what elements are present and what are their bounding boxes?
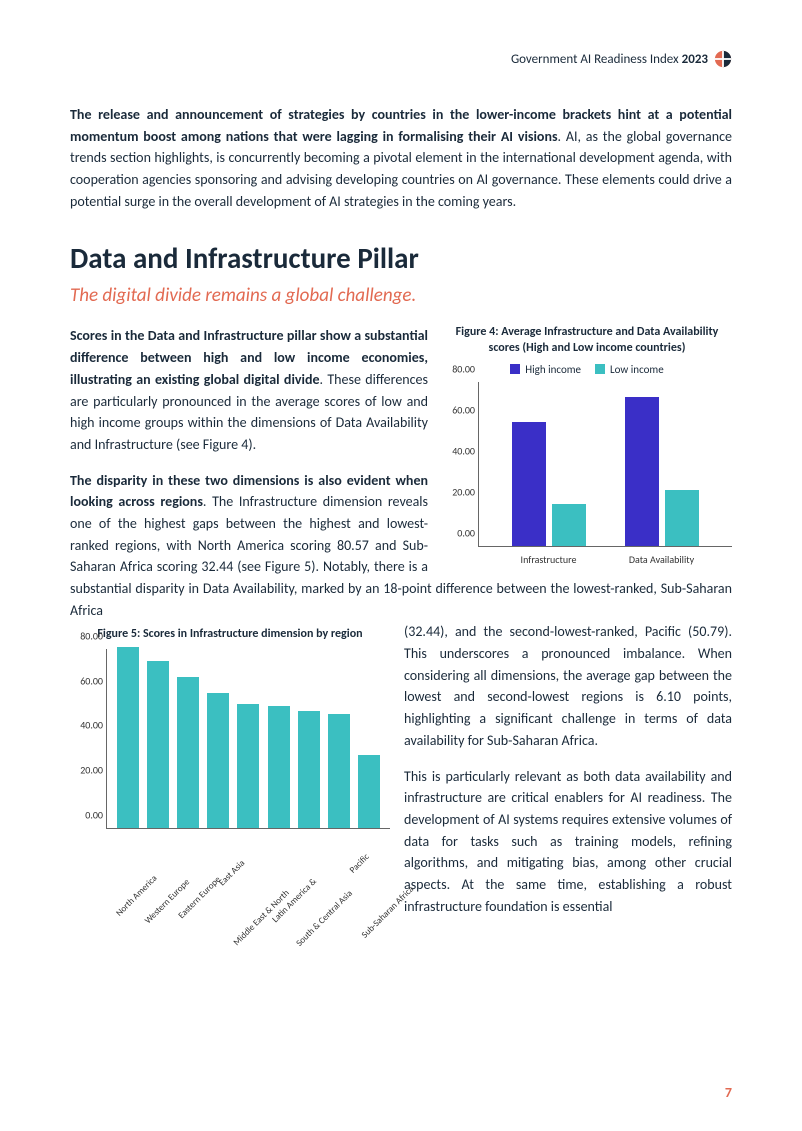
figure-5-chart: 0.0020.0040.0060.0080.00 North AmericaWe…	[70, 649, 390, 929]
section-heading: Data and Infrastructure Pillar	[70, 240, 732, 276]
figure-4-title: Figure 4: Average Infrastructure and Dat…	[442, 325, 732, 356]
header-title-year: 2023	[682, 52, 708, 67]
legend-low-label: Low income	[610, 363, 664, 376]
figure-5: Figure 5: Scores in Infrastructure dimen…	[70, 627, 390, 929]
header-title: Government AI Readiness Index 2023	[511, 52, 708, 67]
figure-5-title: Figure 5: Scores in Infrastructure dimen…	[70, 627, 390, 643]
section-subhead: The digital divide remains a global chal…	[70, 284, 732, 307]
legend-high-income: High income	[510, 363, 581, 376]
header-title-prefix: Government AI Readiness Index	[511, 52, 682, 67]
intro-paragraph: The release and announcement of strategi…	[70, 104, 732, 212]
figure-4-legend: High income Low income	[442, 363, 732, 376]
legend-high-label: High income	[525, 363, 581, 376]
page-header: Government AI Readiness Index 2023	[70, 50, 732, 68]
legend-low-income: Low income	[595, 363, 664, 376]
page-number: 7	[725, 1084, 732, 1101]
figure-4: Figure 4: Average Infrastructure and Dat…	[442, 325, 732, 566]
swatch-low	[595, 364, 605, 374]
swatch-high	[510, 364, 520, 374]
figure-4-chart: 0.0020.0040.0060.0080.00 InfrastructureD…	[442, 382, 732, 567]
logo-icon	[714, 50, 732, 68]
